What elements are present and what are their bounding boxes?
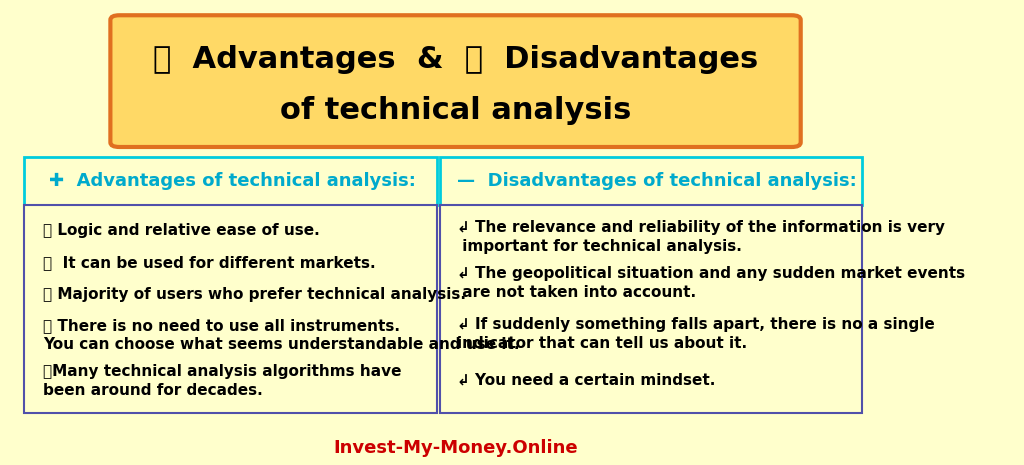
FancyBboxPatch shape bbox=[111, 15, 801, 147]
FancyBboxPatch shape bbox=[440, 157, 862, 205]
Text: ⭐Many technical analysis algorithms have
been around for decades.: ⭐Many technical analysis algorithms have… bbox=[43, 364, 401, 399]
Text: Invest-My-Money.Online: Invest-My-Money.Online bbox=[333, 438, 578, 457]
Text: —  Disadvantages of technical analysis:: — Disadvantages of technical analysis: bbox=[458, 172, 857, 190]
Text: ↲ The relevance and reliability of the information is very
 important for techni: ↲ The relevance and reliability of the i… bbox=[458, 220, 945, 254]
Text: ✚  Advantages of technical analysis:: ✚ Advantages of technical analysis: bbox=[48, 172, 416, 190]
Text: ⭐ Majority of users who prefer technical analysis.: ⭐ Majority of users who prefer technical… bbox=[43, 287, 466, 302]
Text: ⭐ There is no need to use all instruments.
You can choose what seems understanda: ⭐ There is no need to use all instrument… bbox=[43, 318, 519, 352]
Text: ⭐ Logic and relative ease of use.: ⭐ Logic and relative ease of use. bbox=[43, 223, 319, 238]
FancyBboxPatch shape bbox=[25, 157, 437, 205]
Text: ↲ If suddenly something falls apart, there is no a single
indicator that can tel: ↲ If suddenly something falls apart, the… bbox=[458, 317, 935, 351]
Text: ↲ The geopolitical situation and any sudden market events
 are not taken into ac: ↲ The geopolitical situation and any sud… bbox=[458, 266, 966, 300]
Text: 👍  Advantages  &  👎  Disadvantages: 👍 Advantages & 👎 Disadvantages bbox=[153, 45, 758, 73]
FancyBboxPatch shape bbox=[440, 205, 862, 413]
FancyBboxPatch shape bbox=[25, 205, 437, 413]
Text: of technical analysis: of technical analysis bbox=[280, 95, 631, 125]
Text: ⭐  It can be used for different markets.: ⭐ It can be used for different markets. bbox=[43, 255, 376, 270]
Text: ↲ You need a certain mindset.: ↲ You need a certain mindset. bbox=[458, 373, 716, 388]
